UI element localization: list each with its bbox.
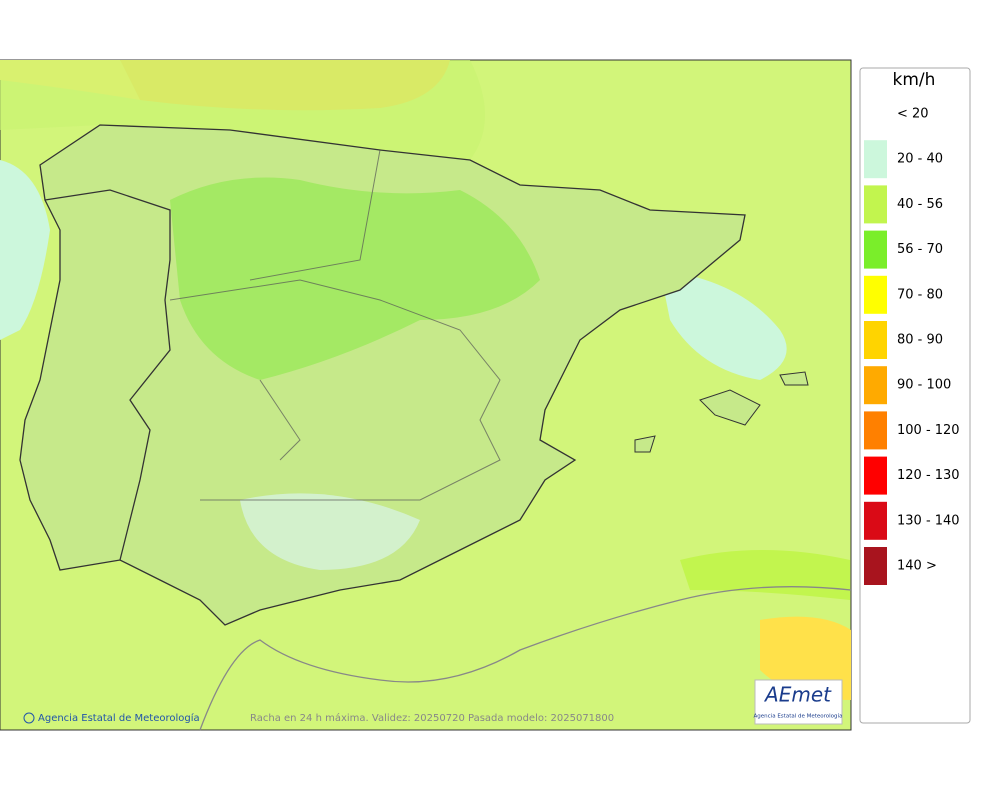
legend-label: 70 - 80: [897, 287, 943, 302]
logo: AEmet: [763, 683, 832, 707]
france: [0, 60, 485, 160]
legend-swatch: [864, 185, 887, 224]
legend-swatch: [864, 547, 887, 585]
legend-label: 140 >: [897, 559, 937, 574]
legend-label: 80 - 90: [897, 333, 943, 348]
balearic-islands: [634, 371, 809, 453]
africa-coast: [199, 586, 852, 731]
logo-box: [754, 679, 843, 725]
region-borders: [169, 149, 501, 501]
map: Agencia Estatal de Meteorología Racha en…: [0, 59, 852, 731]
legend-label: 56 - 70: [897, 242, 943, 257]
legend-swatch: [864, 411, 887, 450]
legend-unit: km/h: [893, 70, 936, 90]
wind-zone: [760, 616, 851, 700]
credit: Agencia Estatal de Meteorología: [38, 712, 200, 724]
wind-zone: [240, 493, 420, 570]
legend-swatch: [864, 456, 887, 495]
legend-swatch: [864, 275, 887, 314]
wind-zone: [660, 270, 787, 380]
legend-label: < 20: [897, 107, 929, 122]
wind-zone: [0, 160, 50, 340]
legend-label: 40 - 56: [897, 197, 943, 212]
logo-subtitle: Agencia Estatal de Meteorología: [754, 713, 843, 720]
legend-label: 90 - 100: [897, 378, 951, 393]
legend-swatch: [864, 501, 887, 540]
legend-label: 20 - 40: [897, 152, 943, 167]
wind-zone: [170, 177, 540, 380]
legend-label: 130 - 140: [897, 513, 960, 528]
legend-swatch: [864, 366, 887, 405]
legend-label: 100 - 120: [897, 423, 960, 438]
legend: km/h < 20 20 - 40 40 - 56 56 - 70 70 - 80 80 …: [859, 67, 971, 724]
legend-swatch: [864, 140, 887, 179]
copyright-icon: [23, 712, 35, 724]
legend-box: [859, 67, 971, 724]
border: [44, 189, 171, 561]
caption: Racha en 24 h máxima. Validez: 20250720 …: [250, 712, 614, 724]
legend-swatch: [864, 321, 887, 359]
legend-swatch: [864, 230, 887, 269]
legend-label: 120 - 130: [897, 468, 960, 483]
